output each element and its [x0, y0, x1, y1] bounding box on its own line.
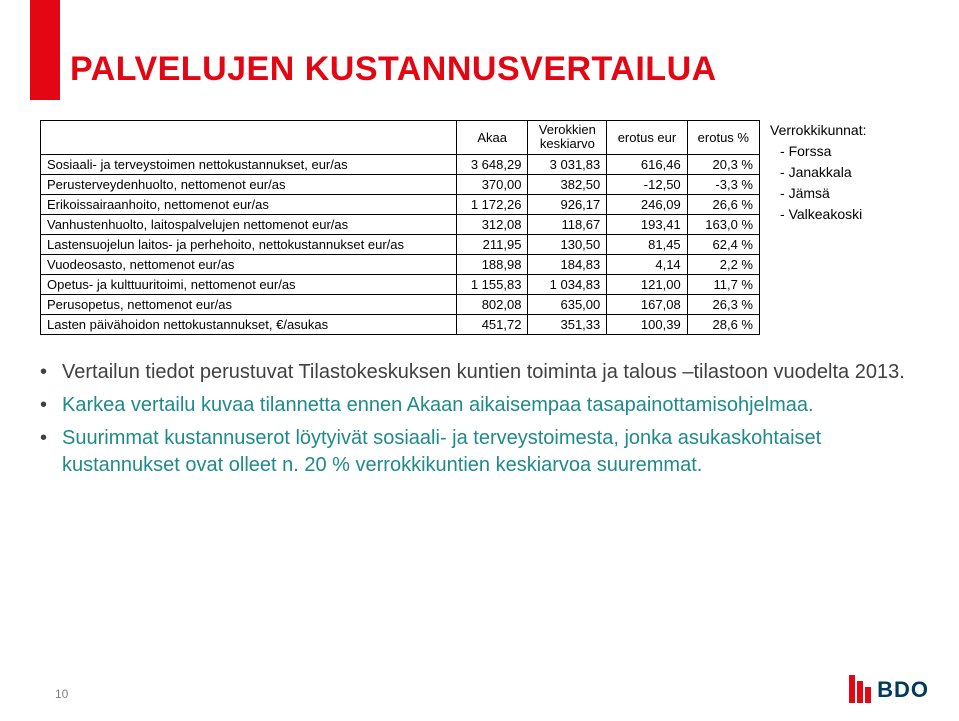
cell: 121,00: [607, 274, 687, 294]
page-title: PALVELUJEN KUSTANNUSVERTAILUA: [70, 50, 717, 89]
cell: 802,08: [456, 294, 528, 314]
cell: 26,6 %: [687, 194, 759, 214]
table-row: Vuodeosasto, nettomenot eur/as188,98184,…: [41, 254, 760, 274]
cost-comparison-table: Akaa Verokkienkeskiarvo erotus eur erotu…: [40, 120, 760, 335]
cell: 188,98: [456, 254, 528, 274]
accent-bar: [30, 0, 60, 100]
verrokki-list: Verrokkikunnat: ForssaJanakkalaJämsäValk…: [770, 120, 867, 225]
bullet-dot: •: [40, 425, 62, 479]
bullet-dot: •: [40, 359, 62, 386]
cell: 3 648,29: [456, 154, 528, 174]
header-verokkien: Verokkienkeskiarvo: [528, 121, 607, 155]
bullet-list: •Vertailun tiedot perustuvat Tilastokesk…: [40, 359, 920, 479]
bullet-item: •Suurimmat kustannuserot löytyivät sosia…: [40, 425, 920, 479]
cell: 312,08: [456, 214, 528, 234]
cell: 184,83: [528, 254, 607, 274]
row-label: Lasten päivähoidon nettokustannukset, €/…: [41, 314, 457, 334]
bdo-logo: BDO: [849, 675, 929, 703]
cell: 370,00: [456, 174, 528, 194]
cell: 246,09: [607, 194, 687, 214]
bullet-text: Vertailun tiedot perustuvat Tilastokesku…: [62, 359, 920, 386]
header-blank: [41, 121, 457, 155]
verrokki-title: Verrokkikunnat:: [770, 120, 867, 141]
table-row: Perusterveydenhuolto, nettomenot eur/as3…: [41, 174, 760, 194]
cell: 3 031,83: [528, 154, 607, 174]
table-row: Sosiaali- ja terveystoimen nettokustannu…: [41, 154, 760, 174]
bullet-item: •Karkea vertailu kuvaa tilannetta ennen …: [40, 392, 920, 419]
cell: 167,08: [607, 294, 687, 314]
cell: 28,6 %: [687, 314, 759, 334]
row-label: Lastensuojelun laitos- ja perhehoito, ne…: [41, 234, 457, 254]
cell: 11,7 %: [687, 274, 759, 294]
cell: 635,00: [528, 294, 607, 314]
verrokki-item: Forssa: [780, 141, 867, 162]
cell: 211,95: [456, 234, 528, 254]
logo-bar-icon: [865, 687, 871, 703]
cell: 100,39: [607, 314, 687, 334]
table-row: Lastensuojelun laitos- ja perhehoito, ne…: [41, 234, 760, 254]
bullet-item: •Vertailun tiedot perustuvat Tilastokesk…: [40, 359, 920, 386]
logo-bar-icon: [857, 681, 863, 703]
header-erotus-eur: erotus eur: [607, 121, 687, 155]
cell: 2,2 %: [687, 254, 759, 274]
cell: 193,41: [607, 214, 687, 234]
header-erotus-pct: erotus %: [687, 121, 759, 155]
table-row: Perusopetus, nettomenot eur/as802,08635,…: [41, 294, 760, 314]
row-label: Erikoissairaanhoito, nettomenot eur/as: [41, 194, 457, 214]
cell: -3,3 %: [687, 174, 759, 194]
cell: 1 034,83: [528, 274, 607, 294]
cell: 382,50: [528, 174, 607, 194]
cell: 616,46: [607, 154, 687, 174]
main-content: Akaa Verokkienkeskiarvo erotus eur erotu…: [40, 120, 920, 485]
logo-bar-icon: [849, 675, 855, 703]
bullet-dot: •: [40, 392, 62, 419]
bullet-text: Suurimmat kustannuserot löytyivät sosiaa…: [62, 425, 920, 479]
cell: -12,50: [607, 174, 687, 194]
cell: 1 155,83: [456, 274, 528, 294]
verrokki-item: Valkeakoski: [780, 204, 867, 225]
cell: 351,33: [528, 314, 607, 334]
table-row: Vanhustenhuolto, laitospalvelujen nettom…: [41, 214, 760, 234]
verrokki-item: Jämsä: [780, 183, 867, 204]
row-label: Perusopetus, nettomenot eur/as: [41, 294, 457, 314]
cell: 163,0 %: [687, 214, 759, 234]
logo-text: BDO: [877, 677, 929, 703]
cell: 4,14: [607, 254, 687, 274]
table-row: Opetus- ja kulttuuritoimi, nettomenot eu…: [41, 274, 760, 294]
row-label: Vuodeosasto, nettomenot eur/as: [41, 254, 457, 274]
row-label: Vanhustenhuolto, laitospalvelujen nettom…: [41, 214, 457, 234]
cell: 26,3 %: [687, 294, 759, 314]
cell: 451,72: [456, 314, 528, 334]
row-label: Opetus- ja kulttuuritoimi, nettomenot eu…: [41, 274, 457, 294]
cell: 118,67: [528, 214, 607, 234]
table-row: Lasten päivähoidon nettokustannukset, €/…: [41, 314, 760, 334]
header-akaa: Akaa: [456, 121, 528, 155]
cell: 1 172,26: [456, 194, 528, 214]
page-number: 10: [55, 687, 68, 701]
cell: 130,50: [528, 234, 607, 254]
row-label: Sosiaali- ja terveystoimen nettokustannu…: [41, 154, 457, 174]
row-label: Perusterveydenhuolto, nettomenot eur/as: [41, 174, 457, 194]
cell: 81,45: [607, 234, 687, 254]
cell: 20,3 %: [687, 154, 759, 174]
cell: 926,17: [528, 194, 607, 214]
table-row: Erikoissairaanhoito, nettomenot eur/as1 …: [41, 194, 760, 214]
verrokki-item: Janakkala: [780, 162, 867, 183]
bullet-text: Karkea vertailu kuvaa tilannetta ennen A…: [62, 392, 920, 419]
cell: 62,4 %: [687, 234, 759, 254]
